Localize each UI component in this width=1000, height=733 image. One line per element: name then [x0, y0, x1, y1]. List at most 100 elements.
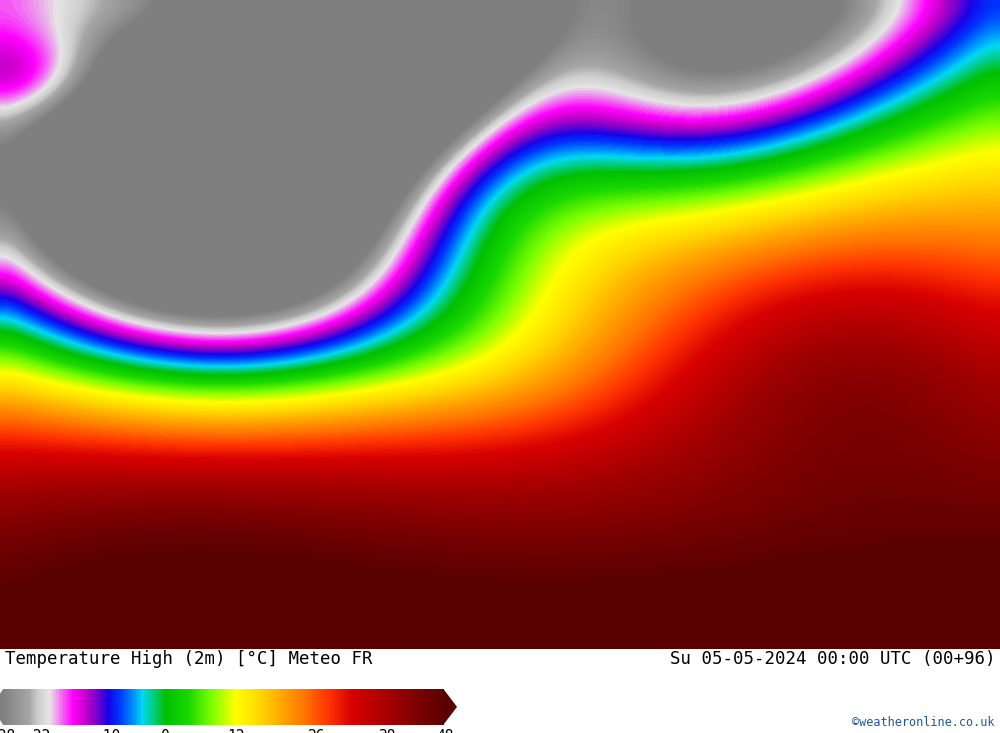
Polygon shape: [3, 689, 4, 724]
Text: 48: 48: [436, 729, 454, 733]
Polygon shape: [105, 689, 106, 724]
Polygon shape: [152, 689, 153, 724]
Polygon shape: [109, 689, 111, 724]
Polygon shape: [279, 689, 280, 724]
Polygon shape: [114, 689, 115, 724]
Polygon shape: [231, 689, 233, 724]
Polygon shape: [380, 689, 382, 724]
Polygon shape: [56, 689, 58, 724]
Polygon shape: [360, 689, 361, 724]
Polygon shape: [429, 689, 430, 724]
Polygon shape: [261, 689, 262, 724]
Polygon shape: [383, 689, 385, 724]
Polygon shape: [32, 689, 34, 724]
Polygon shape: [399, 689, 401, 724]
Polygon shape: [290, 689, 292, 724]
Polygon shape: [424, 689, 426, 724]
Polygon shape: [140, 689, 141, 724]
Polygon shape: [268, 689, 270, 724]
Polygon shape: [146, 689, 147, 724]
Polygon shape: [246, 689, 248, 724]
Polygon shape: [217, 689, 218, 724]
Polygon shape: [78, 689, 80, 724]
Polygon shape: [52, 689, 53, 724]
Polygon shape: [315, 689, 317, 724]
Polygon shape: [43, 689, 44, 724]
Polygon shape: [34, 689, 35, 724]
Polygon shape: [390, 689, 392, 724]
Polygon shape: [308, 689, 309, 724]
Polygon shape: [221, 689, 223, 724]
Polygon shape: [243, 689, 245, 724]
Polygon shape: [389, 689, 390, 724]
Polygon shape: [12, 689, 13, 724]
Polygon shape: [401, 689, 402, 724]
Polygon shape: [97, 689, 99, 724]
Polygon shape: [281, 689, 283, 724]
Polygon shape: [376, 689, 377, 724]
Polygon shape: [24, 689, 25, 724]
Polygon shape: [258, 689, 259, 724]
Polygon shape: [62, 689, 63, 724]
Polygon shape: [441, 689, 442, 724]
Polygon shape: [223, 689, 224, 724]
Polygon shape: [382, 689, 383, 724]
Polygon shape: [362, 689, 364, 724]
Polygon shape: [200, 689, 202, 724]
Polygon shape: [156, 689, 158, 724]
Polygon shape: [314, 689, 315, 724]
Polygon shape: [16, 689, 18, 724]
Polygon shape: [202, 689, 203, 724]
Polygon shape: [68, 689, 69, 724]
Polygon shape: [205, 689, 206, 724]
Polygon shape: [96, 689, 97, 724]
Polygon shape: [31, 689, 32, 724]
Polygon shape: [340, 689, 342, 724]
Polygon shape: [137, 689, 139, 724]
Polygon shape: [209, 689, 211, 724]
Polygon shape: [150, 689, 152, 724]
Polygon shape: [159, 689, 161, 724]
Polygon shape: [9, 689, 10, 724]
Polygon shape: [190, 689, 192, 724]
Polygon shape: [21, 689, 22, 724]
Polygon shape: [256, 689, 258, 724]
Polygon shape: [295, 689, 296, 724]
Polygon shape: [245, 689, 246, 724]
Polygon shape: [228, 689, 230, 724]
Polygon shape: [158, 689, 159, 724]
Polygon shape: [103, 689, 105, 724]
Polygon shape: [40, 689, 41, 724]
Polygon shape: [153, 689, 155, 724]
Polygon shape: [224, 689, 225, 724]
Polygon shape: [212, 689, 214, 724]
Polygon shape: [192, 689, 193, 724]
Polygon shape: [305, 689, 307, 724]
Polygon shape: [35, 689, 37, 724]
Polygon shape: [0, 689, 3, 724]
Polygon shape: [7, 689, 9, 724]
Polygon shape: [351, 689, 352, 724]
Polygon shape: [426, 689, 427, 724]
Polygon shape: [30, 689, 31, 724]
Polygon shape: [165, 689, 167, 724]
Polygon shape: [50, 689, 52, 724]
Polygon shape: [345, 689, 346, 724]
Polygon shape: [37, 689, 38, 724]
Text: 0: 0: [161, 729, 170, 733]
Polygon shape: [25, 689, 27, 724]
Polygon shape: [122, 689, 124, 724]
Polygon shape: [128, 689, 130, 724]
Polygon shape: [19, 689, 21, 724]
Polygon shape: [284, 689, 286, 724]
Polygon shape: [354, 689, 355, 724]
Polygon shape: [196, 689, 197, 724]
Polygon shape: [112, 689, 114, 724]
Polygon shape: [416, 689, 417, 724]
Polygon shape: [414, 689, 416, 724]
Polygon shape: [444, 689, 457, 724]
Polygon shape: [321, 689, 323, 724]
Polygon shape: [108, 689, 109, 724]
Polygon shape: [239, 689, 240, 724]
Polygon shape: [162, 689, 164, 724]
